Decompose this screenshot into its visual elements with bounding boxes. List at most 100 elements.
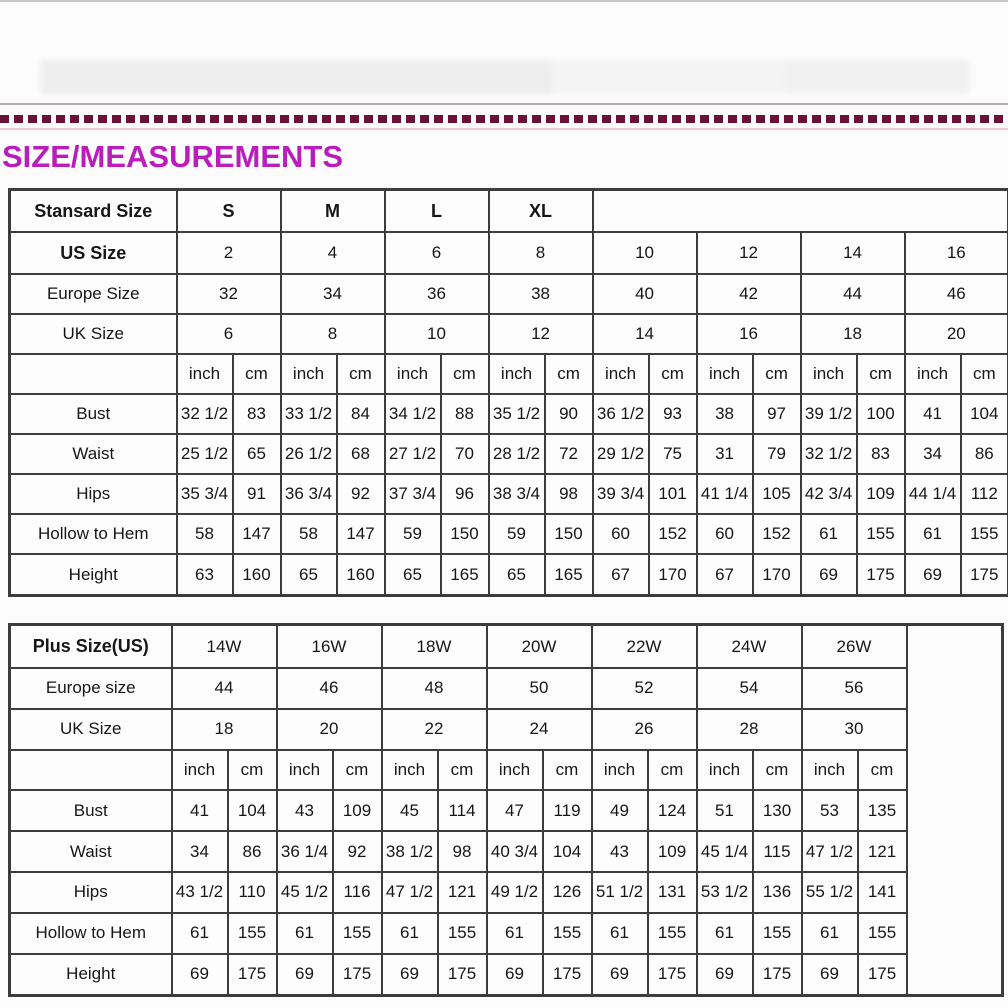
measure-value: 69 xyxy=(275,952,334,997)
measure-value: 68 xyxy=(335,433,386,476)
gray-divider-line xyxy=(0,103,1008,105)
row-label: Hips xyxy=(8,473,178,516)
measure-value: 84 xyxy=(335,393,386,436)
measure-value: 69 xyxy=(485,952,544,997)
measure-value: 38 1/2 xyxy=(380,830,439,874)
size-value: 18 xyxy=(799,313,906,356)
measure-value: 41 xyxy=(903,393,962,436)
measure-value: 165 xyxy=(543,553,594,597)
measure-value: 60 xyxy=(695,513,754,556)
unit-label: cm xyxy=(751,353,802,396)
row-label: Plus Size(US) xyxy=(8,623,173,670)
measure-value: 61 xyxy=(903,513,962,556)
measure-value: 104 xyxy=(226,789,278,833)
unit-label: inch xyxy=(591,353,650,396)
measure-value: 44 1/4 xyxy=(903,473,962,516)
measure-value: 150 xyxy=(439,513,490,556)
size-value: 42 xyxy=(695,273,802,316)
measure-value: 110 xyxy=(226,871,278,914)
measure-value: 32 1/2 xyxy=(175,393,234,436)
row-label: Height xyxy=(8,952,173,997)
unit-label: cm xyxy=(543,353,594,396)
measure-value: 35 1/2 xyxy=(487,393,546,436)
page-title: SIZE/MEASUREMENTS xyxy=(2,139,344,174)
unit-label: cm xyxy=(855,353,906,396)
measure-value: 29 1/2 xyxy=(591,433,650,476)
measure-value: 109 xyxy=(646,830,698,874)
measure-value: 39 3/4 xyxy=(591,473,650,516)
row-label: Waist xyxy=(8,830,173,874)
unit-label: inch xyxy=(487,353,546,396)
row-label xyxy=(8,748,173,792)
size-value: 8 xyxy=(279,313,386,356)
size-value: 16 xyxy=(903,231,1008,276)
row-label: US Size xyxy=(8,231,178,276)
size-value: 16 xyxy=(695,313,802,356)
measure-value: 69 xyxy=(170,952,229,997)
unit-label: cm xyxy=(439,353,490,396)
size-value: 36 xyxy=(383,273,490,316)
size-value: 20 xyxy=(903,313,1008,356)
measure-value: 104 xyxy=(541,830,593,874)
measure-value: 170 xyxy=(751,553,802,597)
size-value: 4 xyxy=(279,231,386,276)
dashed-divider-line xyxy=(0,115,1008,123)
measure-value: 51 xyxy=(695,789,754,833)
measure-value: 170 xyxy=(647,553,698,597)
unit-label: inch xyxy=(903,353,962,396)
unit-label: cm xyxy=(231,353,282,396)
measure-value: 67 xyxy=(695,553,754,597)
size-header: 26W xyxy=(800,623,908,670)
measure-value: 26 1/2 xyxy=(279,433,338,476)
measure-value: 147 xyxy=(335,513,386,556)
measure-value: 155 xyxy=(646,911,698,955)
row-label: Europe size xyxy=(8,667,173,710)
measure-value: 175 xyxy=(959,553,1008,597)
measure-value: 49 1/2 xyxy=(485,871,544,914)
empty-cell xyxy=(905,623,1004,997)
measure-value: 90 xyxy=(543,393,594,436)
measure-value: 115 xyxy=(751,830,803,874)
unit-label: cm xyxy=(959,353,1008,396)
measure-value: 43 1/2 xyxy=(170,871,229,914)
size-value: 12 xyxy=(487,313,594,356)
measure-value: 28 1/2 xyxy=(487,433,546,476)
measure-value: 72 xyxy=(543,433,594,476)
unit-label: cm xyxy=(436,748,488,792)
row-label: Stansard Size xyxy=(8,188,178,234)
measure-value: 104 xyxy=(959,393,1008,436)
measure-value: 38 xyxy=(695,393,754,436)
measure-value: 155 xyxy=(436,911,488,955)
size-value: 22 xyxy=(380,707,488,751)
unit-label: cm xyxy=(751,748,803,792)
measure-value: 39 1/2 xyxy=(799,393,858,436)
measure-value: 69 xyxy=(800,952,859,997)
plus-size-table: Plus Size(US) 14W 16W 18W 20W 22W 24W 26W Europe… xyxy=(8,623,1004,997)
measure-value: 105 xyxy=(751,473,802,516)
measure-value: 97 xyxy=(751,393,802,436)
measure-value: 165 xyxy=(439,553,490,597)
unit-label: inch xyxy=(485,748,544,792)
measure-value: 61 xyxy=(590,911,649,955)
size-value: 54 xyxy=(695,667,803,710)
row-label: UK Size xyxy=(8,313,178,356)
row-label: Europe Size xyxy=(8,273,178,316)
size-value: 18 xyxy=(170,707,278,751)
measure-value: 114 xyxy=(436,789,488,833)
measure-value: 49 xyxy=(590,789,649,833)
measure-value: 60 xyxy=(591,513,650,556)
measure-value: 175 xyxy=(331,952,383,997)
measure-value: 34 xyxy=(170,830,229,874)
measure-value: 47 xyxy=(485,789,544,833)
unit-label: inch xyxy=(279,353,338,396)
size-value: 2 xyxy=(175,231,282,276)
row-label: Waist xyxy=(8,433,178,476)
measure-value: 175 xyxy=(751,952,803,997)
measure-value: 83 xyxy=(855,433,906,476)
measure-value: 69 xyxy=(695,952,754,997)
measure-value: 92 xyxy=(335,473,386,516)
measure-value: 65 xyxy=(487,553,546,597)
measure-value: 160 xyxy=(231,553,282,597)
size-header: S xyxy=(175,188,282,234)
